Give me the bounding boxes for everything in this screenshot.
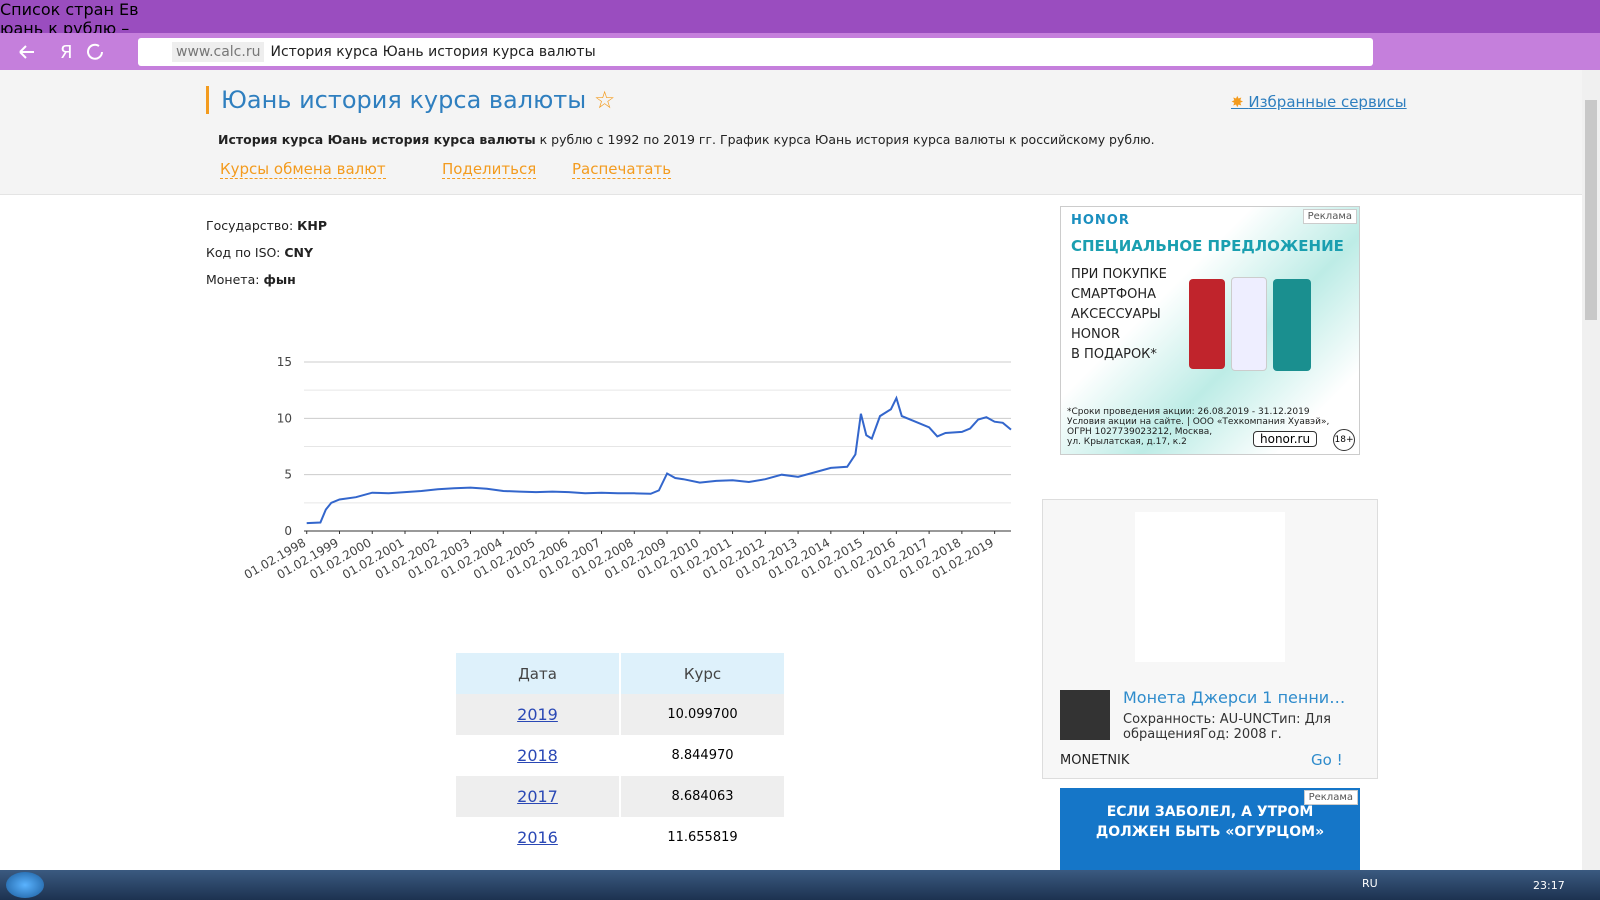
year-cell: 2018: [456, 735, 619, 776]
favorites-text: Избранные сервисы: [1248, 93, 1407, 111]
year-cell: 2019: [456, 694, 619, 735]
rate-cell: 11.655819: [667, 830, 738, 845]
description-text: к рублю с 1992 по 2019 гг. График курса …: [535, 132, 1155, 147]
ad-site: honor.ru: [1253, 431, 1318, 447]
share-link[interactable]: Поделиться: [442, 160, 537, 179]
start-button[interactable]: [6, 872, 44, 898]
ad-fine-line: ОГРН 1027739023212, Москва,: [1067, 427, 1213, 437]
rate-cell: 10.099700: [621, 694, 784, 735]
table-row: 2019 10.099700: [456, 694, 784, 735]
table-header: Дата Курс: [456, 653, 784, 694]
line: [306, 395, 1012, 525]
info-label: Код по ISO:: [206, 245, 281, 260]
url-title: История курса Юань история курса валюты: [270, 44, 596, 60]
info-row: Государство: КНР: [206, 218, 327, 233]
ad-fine-line: Условия акции на сайте. | ООО «Техкомпан…: [1067, 417, 1330, 427]
url-host: www.calc.ru: [172, 42, 265, 62]
ad-age: 18+: [1333, 429, 1355, 451]
ad-fine-print: *Сроки проведения акции: 26.08.2019 - 31…: [1067, 407, 1329, 447]
print-link[interactable]: Распечатать: [572, 160, 672, 179]
taskbar: RU 23:17: [0, 870, 1600, 900]
year-cell: 2016: [456, 817, 619, 858]
ad-desc: Сохранность: AU-UNCТип: Для обращенияГод…: [1123, 712, 1331, 742]
page-header: [0, 70, 1582, 195]
year-cell: 2017: [456, 776, 619, 817]
year-link[interactable]: 2016: [517, 828, 558, 847]
ad-line: ЕСЛИ ЗАБОЛЕЛ, А УТРОМ: [1106, 804, 1314, 820]
ad-brand: HONOR: [1071, 213, 1130, 228]
y-tick-label: 5: [284, 468, 292, 482]
ad-lines: При покупке смартфона аксессуары HONOR в под…: [1071, 265, 1167, 365]
clock: 23:17: [1533, 879, 1565, 892]
favorites-link[interactable]: ✸ Избранные сервисы: [1231, 93, 1407, 111]
description-bold: История курса Юань история курса валюты: [218, 132, 536, 147]
info-row: Код по ISO: CNY: [206, 245, 313, 260]
info-value: КНР: [297, 218, 327, 233]
ad-headline: СПЕЦИАЛЬНОЕ ПРЕДЛОЖЕНИЕ: [1071, 237, 1344, 255]
column-header: Дата: [456, 653, 619, 694]
svg-text:Я: Я: [60, 42, 73, 63]
honor-ad[interactable]: HONOR Реклама СПЕЦИАЛЬНОЕ ПРЕДЛОЖЕНИЕ Пр…: [1060, 206, 1360, 455]
ad-title: Монета Джерси 1 пенни…: [1123, 688, 1346, 707]
ad-fine-line: ул. Крылатская, д.17, к.2: [1067, 437, 1187, 447]
ad-line: аксессуары: [1071, 307, 1161, 322]
language: RU: [1362, 877, 1378, 890]
ad-label: Реклама: [1303, 790, 1358, 805]
year-link[interactable]: 2018: [517, 746, 558, 765]
ad-go: Go !: [1311, 751, 1343, 769]
rate-cell: 8.684063: [621, 776, 784, 817]
year-link[interactable]: 2017: [517, 787, 558, 806]
third-ad[interactable]: Реклама ЕСЛИ ЗАБОЛЕЛ, А УТРОМ ДОЛЖЕН БЫТЬ…: [1060, 788, 1360, 870]
y-tick-label: 10: [277, 411, 292, 425]
rates-link[interactable]: Курсы обмена валют: [220, 160, 386, 179]
table-row: 2018 8.844970: [456, 735, 784, 776]
rate-table: Дата Курс 2019 10.099700 2018 8.844970 2017 8.6…: [454, 653, 786, 858]
nav-buttons[interactable]: Я: [16, 41, 106, 63]
ad-lines: ЕСЛИ ЗАБОЛЕЛ, А УТРОМ ДОЛЖЕН БЫТЬ «ОГУРЦО…: [1060, 802, 1360, 842]
tab[interactable]: Список стран Ев: [0, 0, 139, 19]
ad-line: При покупке: [1071, 267, 1167, 282]
ad-line: в подарок*: [1071, 347, 1157, 362]
ad-line: HONOR: [1071, 327, 1120, 342]
info-label: Государство:: [206, 218, 294, 233]
ad-fine-line: *Сроки проведения акции: 26.08.2019 - 31…: [1067, 407, 1310, 417]
info-value: CNY: [284, 245, 314, 260]
ad-line: смартфона: [1071, 287, 1157, 302]
monetnik-ad[interactable]: Монета Джерси 1 пенни… Сохранность: AU-U…: [1042, 499, 1378, 779]
rate-cell: 8.844970: [671, 748, 734, 763]
table-row: 2017 8.684063: [456, 776, 784, 817]
description: История курса Юань история курса валюты …: [218, 132, 1155, 147]
ad-label: Реклама: [1302, 209, 1357, 224]
info-row: Монета: фын: [206, 272, 296, 287]
title-text: Юань история курса валюты: [221, 86, 587, 114]
chart: 05101501.02.199801.02.199901.02.200001.0…: [242, 355, 1012, 582]
url-field[interactable]: www.calc.ru История курса Юань история ку…: [138, 38, 1373, 66]
year-link[interactable]: 2019: [517, 705, 558, 724]
info-value: фын: [263, 272, 296, 287]
scrollbar[interactable]: [1582, 70, 1600, 870]
ad-line: ДОЛЖЕН БЫТЬ «ОГУРЦОМ»: [1095, 824, 1325, 840]
y-tick-label: 15: [277, 355, 292, 369]
y-tick-label: 0: [284, 524, 292, 538]
info-label: Монета:: [206, 272, 260, 287]
page-title: Юань история курса валюты ☆: [206, 86, 615, 114]
table-row: 2016 11.655819: [456, 817, 784, 858]
ad-brand: MONETNIK: [1060, 753, 1130, 768]
column-header: Курс: [621, 653, 784, 694]
